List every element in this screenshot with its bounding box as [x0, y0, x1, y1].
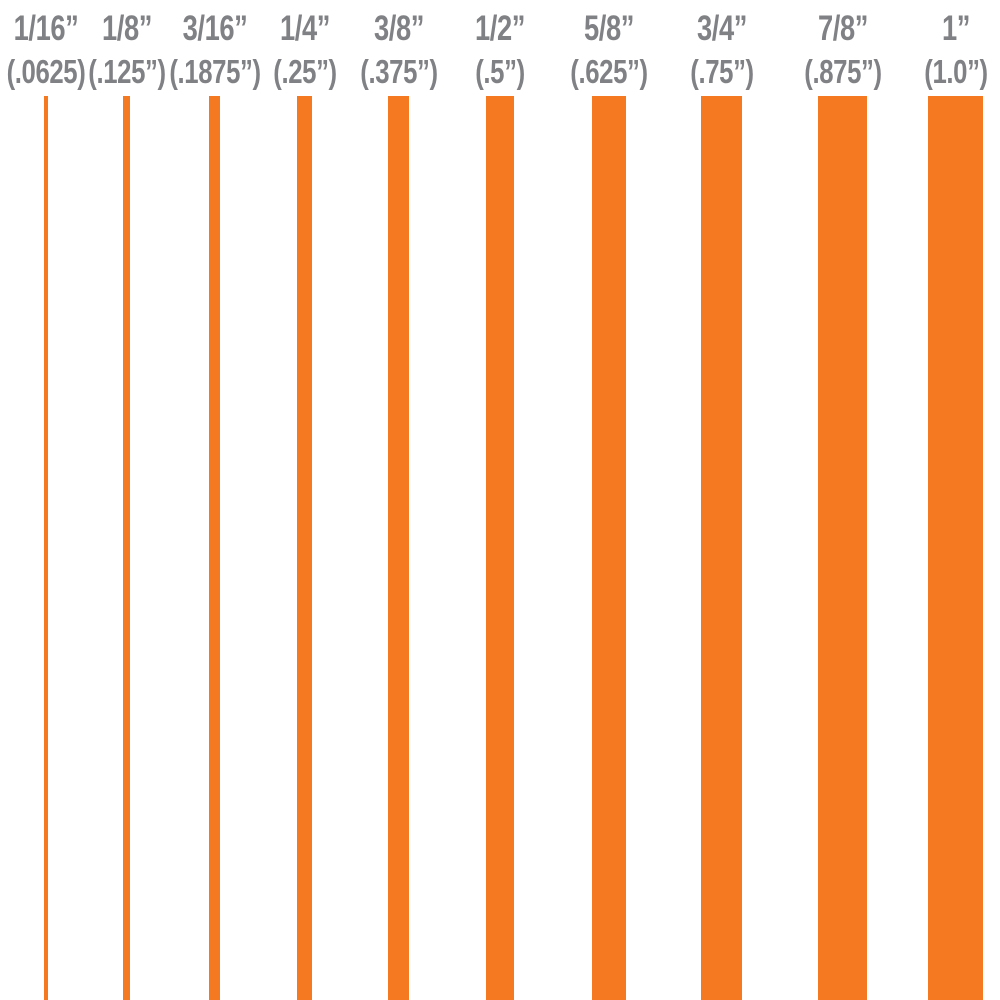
- decimal-label: (.1875”): [168, 53, 261, 90]
- width-bar: [818, 96, 867, 1000]
- decimal-label: (.0625): [6, 53, 86, 90]
- width-bar: [592, 96, 626, 1000]
- width-bar: [209, 96, 220, 1000]
- decimal-label: (.125”): [87, 53, 166, 90]
- fraction-label: 1/8”: [101, 9, 152, 48]
- decimal-label: (1.0”): [923, 53, 988, 90]
- fraction-label: 3/8”: [373, 9, 424, 48]
- decimal-label: (.625”): [570, 53, 648, 90]
- width-bar: [44, 96, 48, 1000]
- fraction-label: 1”: [941, 9, 970, 48]
- width-bar: [388, 96, 409, 1000]
- fraction-label: 5/8”: [583, 9, 635, 48]
- decimal-label: (.25”): [272, 53, 337, 90]
- fraction-label: 7/8”: [817, 9, 868, 48]
- decimal-label: (.5”): [475, 53, 525, 90]
- width-bar: [486, 96, 514, 1000]
- fraction-label: 1/4”: [279, 9, 330, 48]
- fraction-label: 3/16”: [182, 9, 247, 48]
- decimal-label: (.375”): [359, 53, 438, 90]
- width-bar: [297, 96, 312, 1000]
- decimal-label: (.875”): [803, 53, 882, 90]
- width-bar: [123, 96, 130, 1000]
- width-bar: [701, 96, 742, 1000]
- width-bar: [928, 96, 983, 1000]
- fraction-label: 3/4”: [696, 9, 747, 48]
- fraction-label: 1/2”: [474, 9, 526, 48]
- decimal-label: (.75”): [689, 53, 754, 90]
- fraction-label: 1/16”: [13, 9, 79, 48]
